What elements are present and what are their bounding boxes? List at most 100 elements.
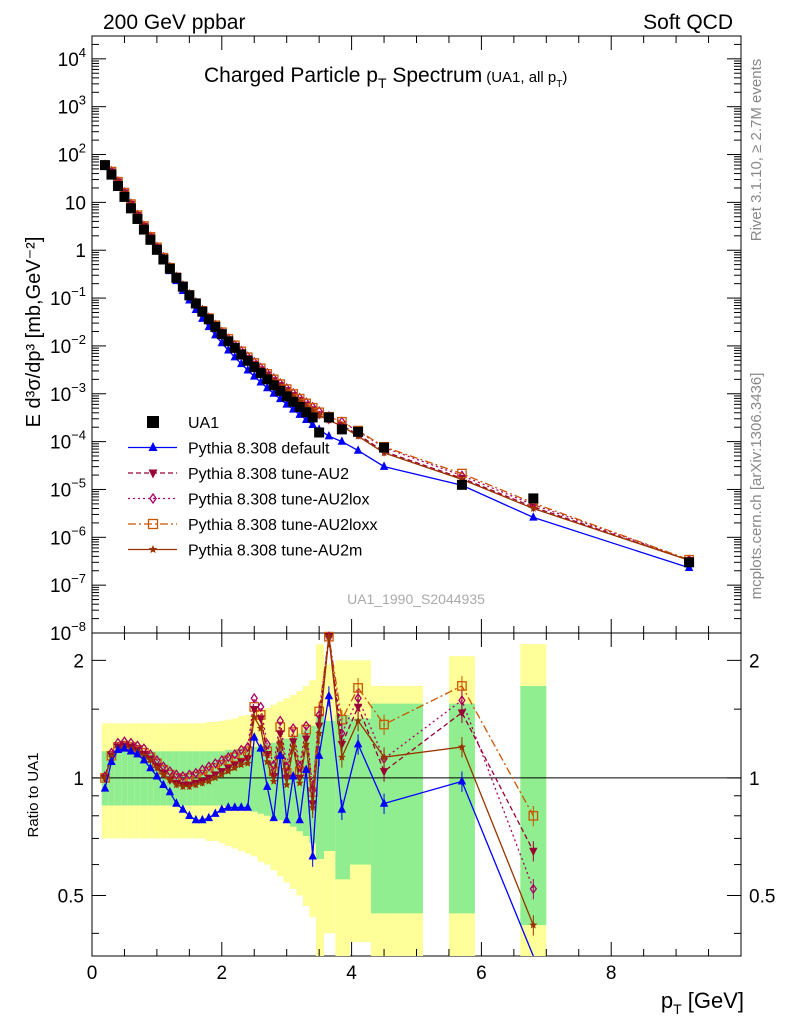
legend-entry: Pythia 8.308 tune-AU2loxx	[128, 517, 377, 534]
ratio-point	[457, 742, 466, 751]
ratio-point	[152, 771, 162, 780]
main-point	[249, 362, 260, 373]
ratio-point	[165, 786, 175, 796]
main-point	[190, 298, 201, 309]
legend-marker	[148, 469, 158, 479]
ratio-point	[315, 729, 324, 737]
main-point	[119, 191, 130, 202]
ratio-point	[282, 814, 291, 824]
y-tick-label: 103	[58, 93, 86, 119]
main-point	[184, 290, 195, 301]
main-point	[216, 329, 227, 340]
legend-label: Pythia 8.308 tune-AU2lox	[188, 492, 369, 509]
ratio-point	[198, 778, 207, 787]
main-point	[145, 234, 156, 245]
main-point	[294, 401, 305, 412]
ratio-tick-label: 0.5	[58, 887, 84, 908]
ratio-point	[172, 798, 181, 807]
ratio-point	[276, 715, 284, 727]
ratio-point	[146, 762, 155, 772]
ratio-point	[211, 808, 220, 817]
main-point	[275, 385, 286, 396]
ratio-point	[107, 756, 116, 765]
main-point	[379, 461, 389, 470]
ratio-point	[295, 778, 304, 787]
ratio-series-line	[104, 636, 534, 890]
ratio-point	[276, 730, 285, 739]
legend-entry: Pythia 8.308 tune-AU2m	[128, 543, 362, 560]
band-green	[315, 714, 325, 860]
ratio-point	[237, 802, 246, 811]
ratio-point	[282, 774, 291, 784]
band-green	[244, 748, 252, 810]
main-series-layer	[99, 159, 695, 572]
ratio-point	[379, 719, 389, 730]
main-point	[203, 314, 214, 325]
ratio-point	[380, 753, 388, 761]
ratio-tick-label-right: 1	[749, 769, 760, 790]
legend-entry: Pythia 8.308 tune-AU2lox	[128, 492, 369, 509]
y-tick-label: 10−3	[50, 380, 86, 406]
ratio-tick-label: 2	[73, 651, 84, 672]
legend-entry: UA1	[147, 415, 219, 432]
main-point	[353, 426, 364, 437]
y-tick-label: 102	[58, 141, 86, 167]
main-point	[112, 180, 123, 191]
ratio-point	[159, 779, 168, 789]
ratio-point	[301, 724, 312, 735]
ratio-point	[269, 777, 278, 785]
ratio-point	[301, 735, 311, 744]
ratio-point	[457, 776, 467, 785]
ratio-point	[288, 738, 298, 747]
y-tick-label: 10−2	[50, 332, 86, 358]
band-green	[276, 740, 284, 821]
legend-entry: Pythia 8.308 default	[128, 441, 330, 458]
ratio-point	[237, 760, 246, 769]
category-label: Soft QCD	[643, 11, 733, 34]
main-point	[308, 419, 317, 428]
legend-label: Pythia 8.308 tune-AU2loxx	[188, 517, 377, 534]
ratio-point	[113, 744, 123, 754]
ratio-point	[263, 757, 272, 766]
ratio-tick-label-right: 0.5	[749, 887, 775, 908]
rivet-version-label: Rivet 3.1.10, ≥ 2.7M events	[748, 59, 765, 242]
ratio-point	[243, 802, 252, 811]
ratio-point	[263, 738, 271, 750]
ratio-point	[282, 780, 291, 789]
main-point	[164, 263, 175, 274]
ratio-point	[529, 847, 538, 857]
mcplots-label: mcplots.cern.ch [arXiv:1306.3436]	[748, 373, 765, 600]
ratio-point	[139, 755, 149, 764]
ratio-point	[308, 851, 317, 860]
main-point	[125, 203, 136, 214]
ratio-point	[302, 720, 310, 732]
ratio-point	[337, 753, 346, 761]
ratio-point	[295, 774, 304, 784]
main-point	[106, 169, 117, 180]
main-point	[177, 281, 188, 292]
ratio-point	[353, 738, 363, 748]
main-point	[255, 368, 266, 379]
ratio-point	[211, 773, 220, 782]
main-point	[307, 412, 318, 423]
main-point	[336, 424, 347, 435]
ratio-point	[301, 764, 311, 773]
y-tick-label: 10−7	[50, 571, 86, 597]
ratio-point	[256, 724, 265, 732]
ratio-point	[256, 715, 265, 724]
band-green	[448, 703, 475, 914]
ratio-point	[185, 810, 194, 819]
ratio-point	[192, 767, 200, 779]
ratio-point	[269, 812, 278, 822]
x-tick-label: 6	[476, 963, 487, 984]
band-green	[231, 749, 239, 808]
legend-label: UA1	[188, 415, 219, 432]
main-point	[223, 336, 234, 347]
main-point	[324, 430, 334, 440]
ratio-point	[243, 759, 252, 767]
ratio-point	[288, 727, 299, 737]
ratio-point	[218, 754, 226, 766]
ratio-series-3	[101, 631, 538, 900]
main-point	[151, 244, 162, 255]
